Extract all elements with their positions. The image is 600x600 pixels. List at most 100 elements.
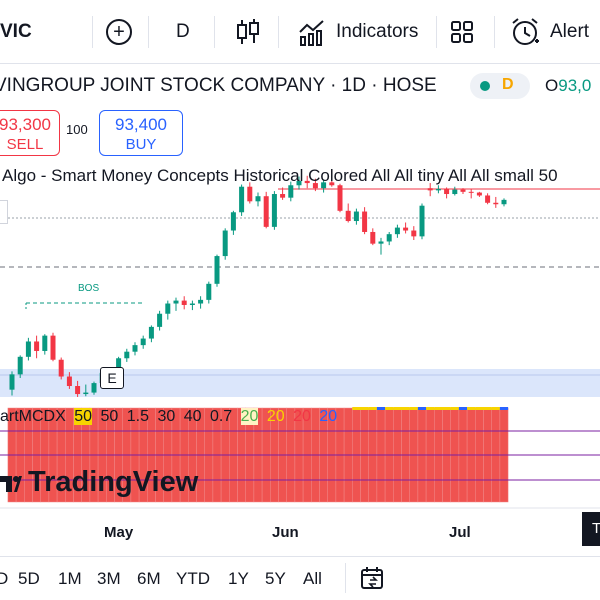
chart-canvas[interactable]: BOS [0,0,600,556]
candle-down[interactable] [362,211,368,232]
candle-up[interactable] [132,345,138,352]
candle-up[interactable] [214,256,220,284]
indicator-legend-title[interactable]: Algo - Smart Money Concepts Historical C… [2,166,558,185]
interval-button[interactable]: D [176,0,190,64]
date-range-button[interactable] [360,566,386,597]
tradingview-logo[interactable]: TradingView [0,466,198,499]
time-axis-tag: T [582,512,600,546]
candle-up[interactable] [206,283,212,300]
candle-up[interactable] [435,188,441,191]
earnings-marker[interactable]: E [100,367,124,389]
tradingview-mark-icon [0,475,22,492]
candle-up[interactable] [148,326,154,339]
range-3m-button[interactable]: 3M [97,569,121,588]
candle-up[interactable] [9,374,15,390]
range-all-button[interactable]: All [303,569,322,588]
candle-up[interactable] [271,194,277,227]
candle-down[interactable] [493,202,499,205]
candle-up[interactable] [140,338,146,346]
candle-down[interactable] [66,376,72,387]
oscillator-legend[interactable]: artMCDX 50 50 1.5 30 40 0.7 20 20 20 20 [0,408,341,426]
range-1d-button[interactable]: D [0,569,9,588]
candle-up[interactable] [157,313,163,327]
compare-symbol-button[interactable]: + [106,0,132,64]
osc-bar-cap [467,407,476,410]
candle-up[interactable] [386,234,392,242]
osc-bar-cap [442,407,451,410]
candle-down[interactable] [34,341,40,351]
candle-up[interactable] [288,185,294,198]
candle-up[interactable] [239,186,245,213]
candle-up[interactable] [353,211,359,222]
candle-down[interactable] [345,210,351,222]
candle-down[interactable] [337,185,343,211]
candle-up[interactable] [189,303,195,305]
candle-up[interactable] [222,230,228,257]
symbol-search[interactable]: VIC [0,0,32,64]
range-1m-button[interactable]: 1M [58,569,82,588]
candle-down[interactable] [75,386,81,395]
sell-button[interactable]: 93,300 SELL [0,110,60,156]
candle-up[interactable] [173,300,179,304]
candle-down[interactable] [460,189,466,192]
candle-up[interactable] [17,356,23,375]
buy-label: BUY [125,136,157,153]
candle-down[interactable] [468,191,474,193]
candle-down[interactable] [329,182,335,186]
candle-down[interactable] [444,188,450,195]
osc-bar-cap [393,407,402,410]
osc-bar-cap [450,407,459,410]
candle-down[interactable] [280,194,286,198]
range-5y-button[interactable]: 5Y [265,569,286,588]
candle-down[interactable] [247,186,253,202]
osc-bar-cap [483,407,492,410]
candle-down[interactable] [411,230,417,237]
candle-up[interactable] [116,358,122,370]
alert-button[interactable]: Alert [510,0,589,64]
range-5d-button[interactable]: 5D [18,569,40,588]
interval-label: D [176,21,190,42]
candle-up[interactable] [321,182,327,189]
candle-up[interactable] [501,199,507,205]
candle-up[interactable] [255,196,261,202]
candle-down[interactable] [403,227,409,231]
candle-up[interactable] [124,351,130,359]
candle-down[interactable] [263,196,269,227]
range-ytd-button[interactable]: YTD [176,569,210,588]
candle-up[interactable] [452,189,458,195]
indicators-button[interactable]: Indicators [298,0,418,64]
market-status-pill[interactable]: D [470,73,530,99]
candle-up[interactable] [296,180,302,186]
osc-param: 50 [74,408,93,425]
chart-type-button[interactable] [236,0,260,64]
osc-bar-cap [409,407,418,410]
range-1y-button[interactable]: 1Y [228,569,249,588]
candle-down[interactable] [181,300,187,305]
candle-down[interactable] [485,195,491,203]
symbol-legend-title[interactable]: VINGROUP JOINT STOCK COMPANY · 1D · HOSE [0,70,437,102]
buy-button[interactable]: 93,400 BUY [99,110,183,156]
candle-up[interactable] [42,335,48,351]
candle-down[interactable] [427,188,433,191]
candle-up[interactable] [198,299,204,304]
candle-down[interactable] [58,359,64,377]
candle-down[interactable] [370,231,376,244]
collapse-legend-toggle[interactable] [0,200,8,224]
candle-down[interactable] [304,180,310,184]
candle-up[interactable] [394,227,400,235]
candle-up[interactable] [83,392,89,395]
candle-down[interactable] [50,335,56,360]
templates-button[interactable] [450,0,474,64]
candle-up[interactable] [419,205,425,237]
candle-down[interactable] [476,192,482,196]
range-6m-button[interactable]: 6M [137,569,161,588]
candle-up[interactable] [25,341,31,357]
candle-up[interactable] [378,241,384,244]
candle-up[interactable] [230,212,236,231]
candlestick-series[interactable] [9,175,507,397]
candle-up[interactable] [165,303,171,314]
osc-param: 30 [157,408,176,425]
candle-up[interactable] [91,383,97,393]
time-axis-label: Jul [449,524,471,541]
candle-down[interactable] [312,183,318,189]
